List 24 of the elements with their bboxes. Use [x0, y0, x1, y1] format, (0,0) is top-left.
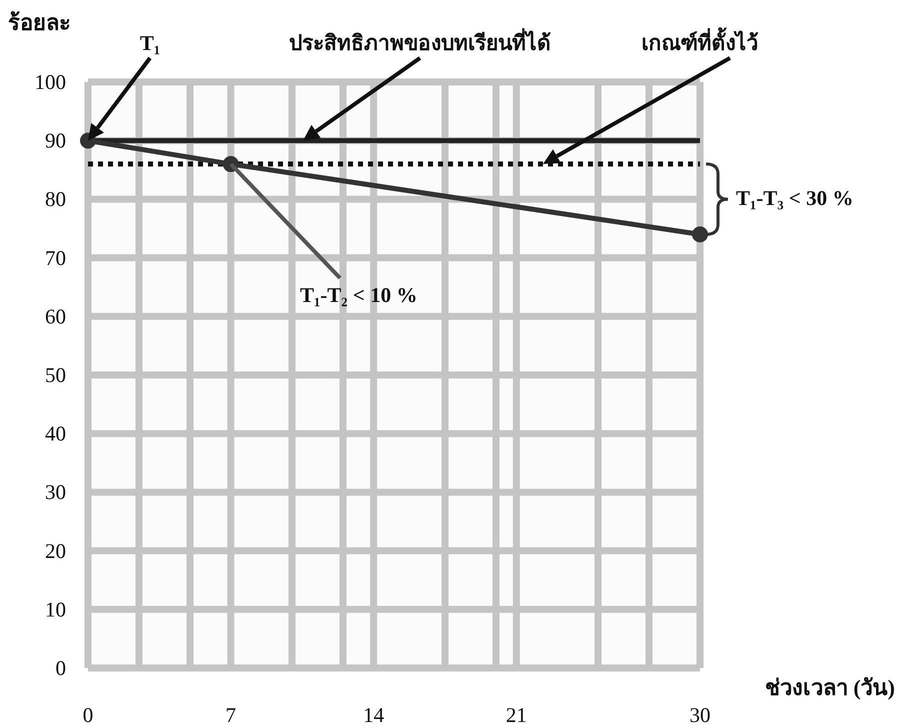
annotation: T₁-T₂ < 10 %: [300, 283, 418, 307]
x-tick-label: 14: [363, 703, 385, 726]
text: เกณฑ์ที่ตั้งไว้: [642, 27, 758, 55]
y-tick-label: 70: [45, 246, 66, 270]
y-tick-label: 80: [45, 187, 66, 212]
x-tick-label: 0: [82, 703, 94, 726]
y-tick-label: 30: [45, 480, 66, 504]
y-tick-label: 20: [45, 538, 66, 563]
y-tick-label: 60: [45, 304, 66, 328]
text: T₁-T₃ < 30 %: [736, 186, 854, 210]
text: T₁: [140, 31, 160, 55]
y-tick-label: 0: [56, 656, 66, 680]
y-axis-title: ร้อยละ: [8, 10, 71, 35]
x-tick-label: 30: [690, 703, 710, 726]
x-tick-label: 7: [226, 703, 236, 726]
y-tick-label: 50: [45, 363, 66, 387]
text: ประสิทธิภาพของบทเรียนที่ได้: [289, 27, 551, 55]
y-tick-label: 100: [34, 70, 66, 94]
x-axis-title: ช่วงเวลา (วัน): [764, 675, 895, 700]
y-tick-label: 40: [45, 422, 66, 446]
y-tick-label: 10: [45, 597, 66, 622]
x-tick-label: 21: [506, 703, 527, 726]
y-tick-label: 90: [45, 128, 66, 153]
point: [692, 226, 708, 242]
